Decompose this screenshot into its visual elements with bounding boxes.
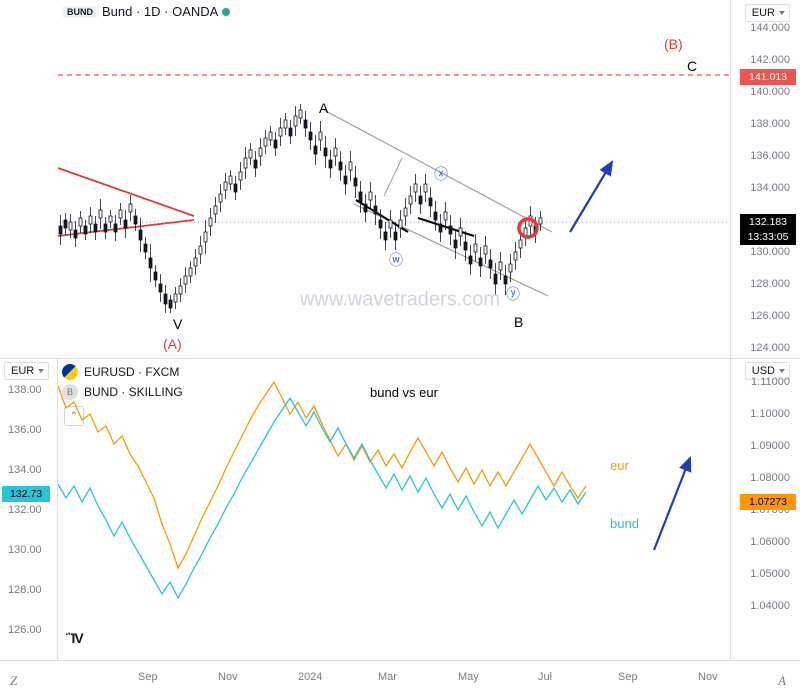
ytick: 136.000 (750, 150, 790, 162)
eur-current: 1.07273 (740, 494, 796, 510)
wedge-upper (58, 168, 194, 216)
footer-a: A (778, 673, 786, 689)
x-axis: Sep Nov 2024 Mar May Jul Sep Nov Z A (0, 660, 800, 700)
wave-c: C (687, 58, 697, 74)
xtick: Mar (378, 671, 397, 683)
xtick: Jul (538, 671, 552, 683)
y-axis-right: EUR 144.000 142.000 140.000 138.000 136.000 1… (730, 0, 800, 660)
ytick-l: 132.00 (8, 504, 42, 516)
ytick-r: 1.06000 (750, 536, 790, 548)
projection-arrow-2 (654, 458, 690, 550)
xtick: Nov (218, 671, 238, 683)
ytick: 126.000 (750, 310, 790, 322)
ytick: 142.000 (750, 54, 790, 66)
bottom-chart (58, 358, 730, 660)
wave-b: B (514, 314, 523, 330)
ytick-r: 1.10000 (750, 408, 790, 420)
bund-current: 132.73 (2, 486, 50, 502)
bottom-left-currency[interactable]: EUR (4, 362, 49, 380)
countdown: 13:33:05 (740, 229, 796, 245)
bund-line (58, 398, 586, 598)
y-axis-left: EUR 138.00 136.00 134.00 132.00 130.00 128.00… (0, 358, 58, 660)
ytick: 130.000 (750, 246, 790, 258)
xtick: May (458, 671, 479, 683)
ytick-r: 1.09000 (750, 440, 790, 452)
candles (59, 104, 542, 313)
xtick: Nov (698, 671, 718, 683)
wave-y: ⓨ (506, 284, 520, 304)
wave-pb: (B) (664, 36, 683, 52)
xtick: Sep (138, 671, 158, 683)
ytick: 140.000 (750, 86, 790, 98)
top-chart (58, 0, 730, 358)
ytick-l: 136.00 (8, 424, 42, 436)
ytick: 124.000 (750, 342, 790, 354)
ytick-l: 134.00 (8, 464, 42, 476)
ytick-l: 126.00 (8, 624, 42, 636)
ytick: 134.000 (750, 182, 790, 194)
ytick-l: 138.00 (8, 384, 42, 396)
eur-line (58, 382, 586, 568)
footer-z: Z (10, 673, 17, 689)
projection-arrow (570, 162, 612, 232)
current-price: 132.183 (740, 214, 796, 230)
ytick: 128.000 (750, 278, 790, 290)
ytick-r: 1.08000 (750, 472, 790, 484)
tv-logo: ῭IV (66, 630, 83, 646)
eur-label: eur (610, 458, 629, 473)
ytick: 138.000 (750, 118, 790, 130)
ytick-l: 128.00 (8, 584, 42, 596)
ytick-r: 1.05000 (750, 568, 790, 580)
wave-v: V (173, 316, 182, 332)
ytick-r: 1.04000 (750, 600, 790, 612)
ytick-r: 1.11000 (751, 376, 790, 388)
ytick-l: 130.00 (8, 544, 42, 556)
xtick: Sep (618, 671, 638, 683)
bund-label: bund (610, 516, 639, 531)
wave-w: ⓦ (389, 250, 403, 270)
ytick: 144.000 (750, 22, 790, 34)
wave-a: A (319, 100, 328, 116)
channel-mid (384, 158, 402, 196)
xtick: 2024 (298, 671, 322, 683)
top-currency-select[interactable]: EUR (745, 4, 790, 22)
resistance-price: 141.013 (740, 69, 796, 85)
wave-x: ⓧ (434, 164, 448, 184)
wave-pa: (A) (163, 336, 182, 352)
